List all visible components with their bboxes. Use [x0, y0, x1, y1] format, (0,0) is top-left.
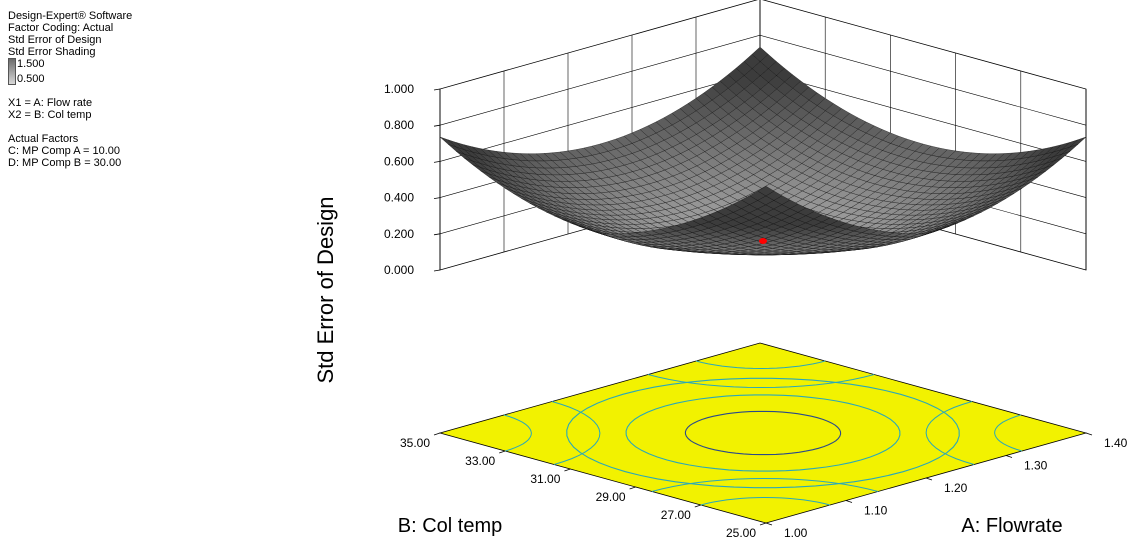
factor-coding: Factor Coding: Actual	[8, 22, 114, 34]
z-tick	[433, 88, 441, 91]
surface-cell	[757, 185, 775, 197]
z-tick	[433, 233, 441, 236]
z-tick-label: 0.000	[384, 263, 414, 277]
response-name: Std Error of Design	[8, 34, 102, 46]
shading-max-label: 1.500	[17, 58, 45, 70]
contour-line	[684, 410, 842, 456]
y-tick	[433, 432, 441, 436]
contour-corner-arc	[551, 401, 601, 465]
shading-legend: 1.500 0.500	[8, 58, 132, 85]
y-tick-label: 35.00	[400, 436, 430, 450]
floor-plane	[438, 342, 1088, 524]
response-surface	[439, 46, 1087, 256]
contour-line	[625, 394, 901, 472]
factor-c-value: C: MP Comp A = 10.00	[8, 145, 120, 157]
y-tick	[499, 450, 506, 454]
info-panel: Design-Expert® Software Factor Coding: A…	[8, 10, 132, 169]
x-tick-label: 1.30	[1024, 459, 1048, 473]
contour-corner-arc	[994, 414, 1023, 452]
x-tick-label: 1.10	[864, 504, 888, 518]
y-tick-label: 29.00	[596, 490, 626, 504]
x2-definition: X2 = B: Col temp	[8, 109, 92, 121]
contour-corner-arc	[651, 477, 879, 492]
y-tick	[564, 468, 571, 472]
contour-corner-arc	[695, 360, 826, 370]
x-tick-label: 1.20	[944, 481, 968, 495]
y-tick-label: 31.00	[530, 472, 560, 486]
y-tick-label: 33.00	[465, 454, 495, 468]
shading-gradient-bar	[8, 58, 16, 85]
design-point-marker	[759, 238, 767, 245]
wall-grid-line	[439, 34, 1087, 126]
z-tick	[433, 124, 441, 127]
shading-min-label: 0.500	[17, 73, 45, 85]
contour-corner-arc	[925, 401, 975, 465]
z-tick	[433, 197, 441, 199]
software-name: Design-Expert® Software	[8, 10, 133, 22]
y-tick	[759, 522, 767, 526]
z-tick-label: 0.800	[384, 118, 414, 132]
z-tick-label: 0.400	[384, 191, 414, 205]
contour-corner-arc	[700, 496, 831, 506]
y-tick-label: 27.00	[661, 508, 691, 522]
z-tick-label: 0.600	[384, 154, 414, 168]
x-axis-label: A: Flowrate	[961, 515, 1062, 537]
y-axis-label: B: Col temp	[398, 515, 502, 537]
z-tick-label: 0.200	[384, 227, 414, 241]
actual-factors-title: Actual Factors	[8, 133, 79, 145]
x-tick	[845, 500, 853, 503]
x-tick	[1005, 455, 1013, 458]
axis-ticks: 0.000 0.200 0.400 0.600 0.800 1.000 1.00 1.10 1.…	[384, 82, 1128, 540]
y-tick	[629, 486, 636, 490]
x-tick	[925, 477, 933, 481]
contour-floor	[438, 342, 1088, 524]
z-tick	[433, 269, 441, 272]
contour-corner-arc	[503, 414, 532, 452]
contour-corner-arc	[647, 374, 875, 389]
x-tick	[1085, 432, 1093, 436]
factor-d-value: D: MP Comp B = 30.00	[8, 157, 122, 169]
y-tick	[694, 504, 701, 508]
z-tick-label: 1.000	[384, 82, 414, 96]
y-tick-label: 25.00	[726, 526, 756, 540]
x-tick-label: 1.40	[1104, 436, 1128, 450]
x-tick-label: 1.00	[784, 526, 808, 540]
z-tick	[433, 161, 441, 163]
z-axis-label: Std Error of Design	[313, 196, 338, 383]
contour-line	[566, 377, 960, 489]
shading-title: Std Error Shading	[8, 46, 96, 58]
x-tick	[765, 522, 773, 526]
x1-definition: X1 = A: Flow rate	[8, 97, 93, 109]
